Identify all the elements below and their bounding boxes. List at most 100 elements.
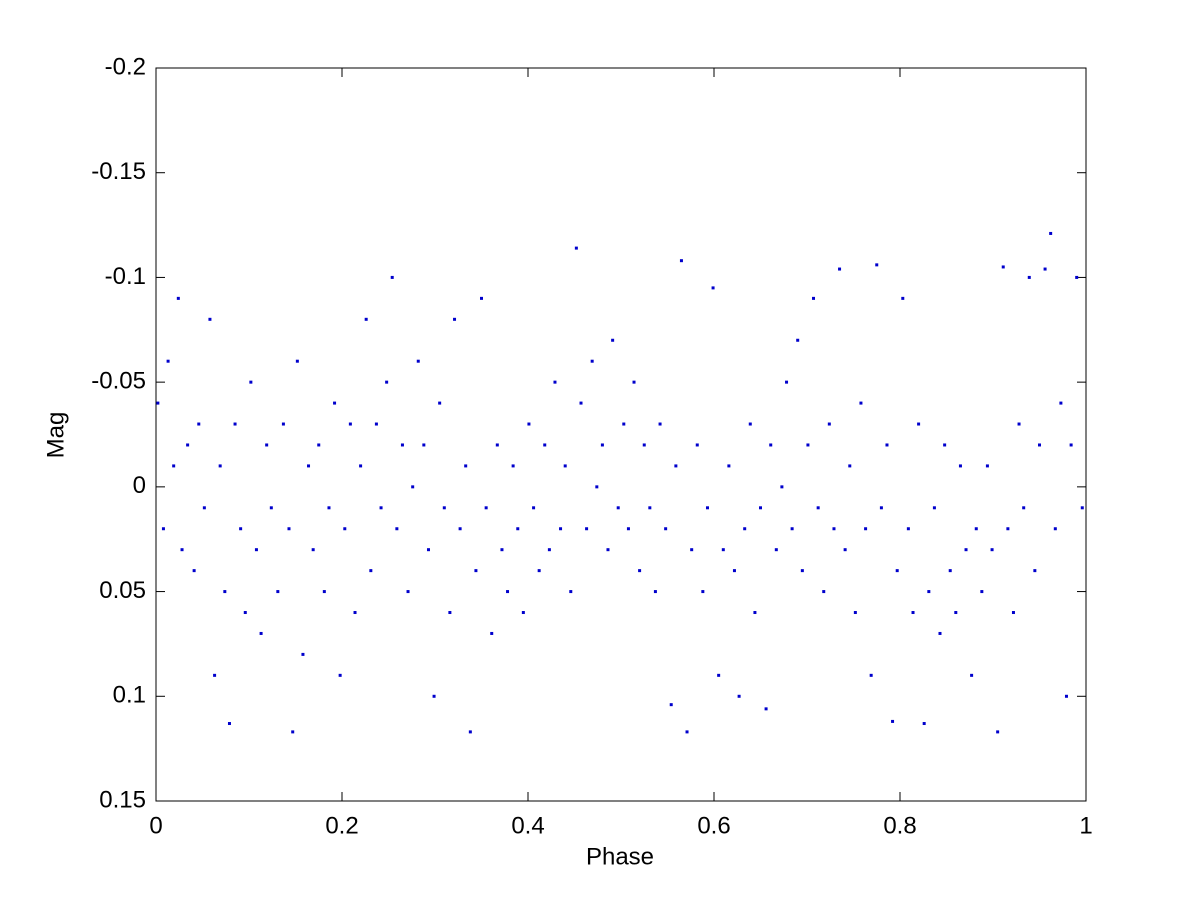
point — [1022, 506, 1026, 510]
point — [642, 443, 646, 447]
point — [338, 673, 342, 677]
point — [495, 443, 499, 447]
point — [243, 611, 247, 615]
point — [864, 527, 868, 531]
point — [922, 722, 926, 726]
point — [812, 296, 816, 300]
plot-frame — [155, 67, 1087, 802]
point — [227, 722, 231, 726]
point — [259, 631, 263, 635]
x-axis-label: Phase — [586, 843, 654, 870]
point — [743, 527, 747, 531]
point — [785, 380, 789, 384]
y-tick-label: -0.1 — [105, 263, 146, 290]
point — [590, 359, 594, 363]
point — [964, 548, 968, 552]
y-tick-label: -0.2 — [105, 53, 146, 80]
point — [1043, 267, 1047, 271]
point — [453, 317, 457, 321]
point — [422, 443, 426, 447]
point — [287, 527, 291, 531]
point — [954, 611, 958, 615]
point — [511, 464, 515, 468]
point — [780, 485, 784, 489]
point — [838, 267, 842, 271]
point — [827, 422, 831, 426]
point — [879, 506, 883, 510]
point — [348, 422, 352, 426]
point — [213, 673, 217, 677]
point — [416, 359, 420, 363]
point — [317, 443, 321, 447]
y-axis-label: Mag — [42, 412, 69, 459]
point — [480, 296, 483, 300]
point — [774, 548, 778, 552]
point — [374, 422, 378, 426]
point — [585, 527, 589, 531]
point — [249, 380, 253, 384]
point — [553, 380, 557, 384]
point — [958, 464, 962, 468]
point — [737, 694, 741, 698]
point — [322, 590, 326, 594]
point — [180, 548, 184, 552]
point — [202, 506, 206, 510]
point — [917, 422, 921, 426]
point — [932, 506, 936, 510]
point — [600, 443, 604, 447]
x-tick-label: 1 — [1079, 812, 1092, 839]
point — [172, 464, 176, 468]
point — [806, 443, 810, 447]
point — [1033, 569, 1037, 573]
point — [197, 422, 201, 426]
point — [458, 527, 462, 531]
point — [218, 464, 222, 468]
y-tick-label: 0.1 — [113, 682, 146, 709]
point — [559, 527, 563, 531]
point — [448, 611, 452, 615]
point — [490, 631, 494, 635]
point — [281, 422, 285, 426]
point — [701, 590, 705, 594]
point — [574, 246, 578, 250]
point — [208, 317, 212, 321]
point — [311, 548, 315, 552]
point — [186, 443, 190, 447]
point — [800, 569, 804, 573]
point — [254, 548, 258, 552]
point — [822, 590, 826, 594]
point — [717, 673, 721, 677]
y-tick-label: 0.15 — [99, 786, 146, 813]
point — [927, 590, 931, 594]
x-tick-label: 0.6 — [697, 812, 730, 839]
point — [166, 359, 170, 363]
point — [537, 569, 541, 573]
point — [843, 548, 847, 552]
point — [796, 338, 800, 342]
point — [1006, 527, 1010, 531]
y-tick-label: 0.05 — [99, 577, 146, 604]
point — [885, 443, 889, 447]
point — [832, 527, 836, 531]
point — [1080, 506, 1084, 510]
point — [695, 443, 699, 447]
point — [364, 317, 368, 321]
point — [853, 611, 857, 615]
point — [161, 527, 165, 531]
point — [484, 506, 488, 510]
point — [711, 286, 715, 290]
x-tick-label: 0 — [149, 812, 162, 839]
point — [438, 401, 442, 405]
x-tick-label: 0.2 — [325, 812, 358, 839]
x-tick-label: 0.8 — [883, 812, 916, 839]
point — [848, 464, 852, 468]
point — [233, 422, 237, 426]
point — [891, 719, 895, 723]
point — [985, 464, 989, 468]
point — [759, 506, 762, 510]
point — [1038, 443, 1041, 447]
y-tick-label: 0 — [133, 472, 146, 499]
point — [980, 590, 984, 594]
point — [239, 527, 243, 531]
